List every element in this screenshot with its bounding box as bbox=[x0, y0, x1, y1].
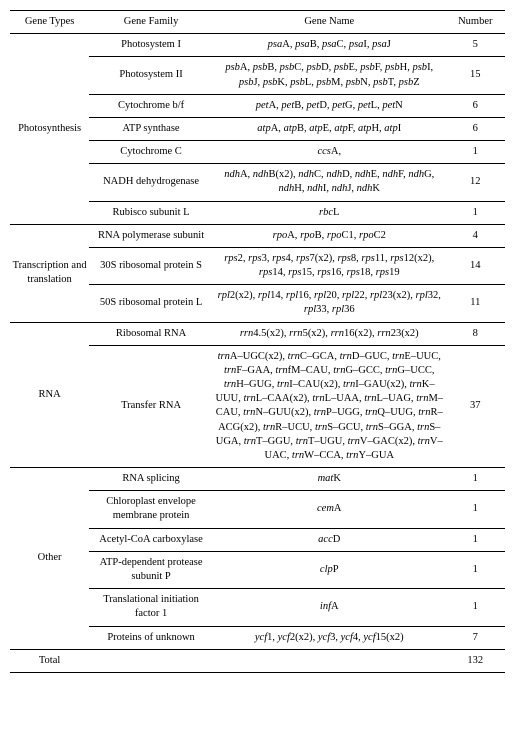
cell-family: Photosystem II bbox=[89, 57, 213, 94]
cell-name: atpA, atpB, atpE, atpF, atpH, atpI bbox=[213, 117, 446, 140]
cell-name: rpoA, rpoB, rpoC1, rpoC2 bbox=[213, 224, 446, 247]
cell-name: ccsA, bbox=[213, 141, 446, 164]
cell-number: 1 bbox=[446, 551, 505, 588]
table-row: RNA Ribosomal RNA rrn4.5(x2), rrn5(x2), … bbox=[10, 322, 505, 345]
cell-number: 37 bbox=[446, 345, 505, 467]
header-row: Gene Types Gene Family Gene Name Number bbox=[10, 11, 505, 34]
cell-family: Rubisco subunit L bbox=[89, 201, 213, 224]
cell-name: ycf1, ycf2(x2), ycf3, ycf4, ycf15(x2) bbox=[213, 626, 446, 649]
cell-name: psbA, psbB, psbC, psbD, psbE, psbF, psbH… bbox=[213, 57, 446, 94]
gene-table: Gene Types Gene Family Gene Name Number … bbox=[10, 10, 505, 673]
cell-family: Cytochrome C bbox=[89, 141, 213, 164]
cell-name: ndhA, ndhB(x2), ndhC, ndhD, ndhE, ndhF, … bbox=[213, 164, 446, 201]
th-types: Gene Types bbox=[10, 11, 89, 34]
group-rna: RNA bbox=[10, 322, 89, 468]
cell-family: 30S ribosomal protein S bbox=[89, 247, 213, 284]
cell-family: 50S ribosomal protein L bbox=[89, 285, 213, 322]
cell-number: 8 bbox=[446, 322, 505, 345]
th-family: Gene Family bbox=[89, 11, 213, 34]
th-number: Number bbox=[446, 11, 505, 34]
table-row: Photosynthesis Photosystem I psaA, psaB,… bbox=[10, 34, 505, 57]
total-row: Total 132 bbox=[10, 649, 505, 672]
cell-family: Transfer RNA bbox=[89, 345, 213, 467]
cell-number: 4 bbox=[446, 224, 505, 247]
cell-number: 1 bbox=[446, 589, 505, 626]
cell-family: Photosystem I bbox=[89, 34, 213, 57]
cell-name: infA bbox=[213, 589, 446, 626]
table-row: Other RNA splicing matK 1 bbox=[10, 468, 505, 491]
cell-name: rrn4.5(x2), rrn5(x2), rrn16(x2), rrn23(x… bbox=[213, 322, 446, 345]
cell-number: 11 bbox=[446, 285, 505, 322]
total-label: Total bbox=[10, 649, 89, 672]
group-other: Other bbox=[10, 468, 89, 650]
cell-family: RNA polymerase subunit bbox=[89, 224, 213, 247]
cell-name: cemA bbox=[213, 491, 446, 528]
cell-name: trnA–UGC(x2), trnC–GCA, trnD–GUC, trnE–U… bbox=[213, 345, 446, 467]
cell-number: 1 bbox=[446, 528, 505, 551]
cell-name: rpl2(x2), rpl14, rpl16, rpl20, rpl22, rp… bbox=[213, 285, 446, 322]
group-transcription: Transcription and translation bbox=[10, 224, 89, 322]
cell-number: 1 bbox=[446, 141, 505, 164]
cell-number: 6 bbox=[446, 117, 505, 140]
group-photosynthesis: Photosynthesis bbox=[10, 34, 89, 225]
cell-family: Acetyl-CoA carboxylase bbox=[89, 528, 213, 551]
cell-name: matK bbox=[213, 468, 446, 491]
cell-number: 1 bbox=[446, 491, 505, 528]
cell-family: ATP-dependent protease subunit P bbox=[89, 551, 213, 588]
cell-family: Proteins of unknown bbox=[89, 626, 213, 649]
cell-number: 1 bbox=[446, 468, 505, 491]
cell-number: 5 bbox=[446, 34, 505, 57]
total-number: 132 bbox=[446, 649, 505, 672]
cell-family: Ribosomal RNA bbox=[89, 322, 213, 345]
cell-name: psaA, psaB, psaC, psaI, psaJ bbox=[213, 34, 446, 57]
cell-family: NADH dehydrogenase bbox=[89, 164, 213, 201]
total-empty bbox=[89, 649, 213, 672]
cell-family: Translational initiation factor 1 bbox=[89, 589, 213, 626]
cell-family: Chloroplast envelope membrane protein bbox=[89, 491, 213, 528]
cell-number: 6 bbox=[446, 94, 505, 117]
total-empty bbox=[213, 649, 446, 672]
cell-number: 14 bbox=[446, 247, 505, 284]
th-name: Gene Name bbox=[213, 11, 446, 34]
cell-family: ATP synthase bbox=[89, 117, 213, 140]
cell-family: RNA splicing bbox=[89, 468, 213, 491]
cell-number: 1 bbox=[446, 201, 505, 224]
cell-name: rbcL bbox=[213, 201, 446, 224]
cell-number: 12 bbox=[446, 164, 505, 201]
cell-number: 15 bbox=[446, 57, 505, 94]
cell-name: clpP bbox=[213, 551, 446, 588]
cell-number: 7 bbox=[446, 626, 505, 649]
cell-name: rps2, rps3, rps4, rps7(x2), rps8, rps11,… bbox=[213, 247, 446, 284]
cell-family: Cytochrome b/f bbox=[89, 94, 213, 117]
table-row: Transcription and translation RNA polyme… bbox=[10, 224, 505, 247]
cell-name: accD bbox=[213, 528, 446, 551]
cell-name: petA, petB, petD, petG, petL, petN bbox=[213, 94, 446, 117]
